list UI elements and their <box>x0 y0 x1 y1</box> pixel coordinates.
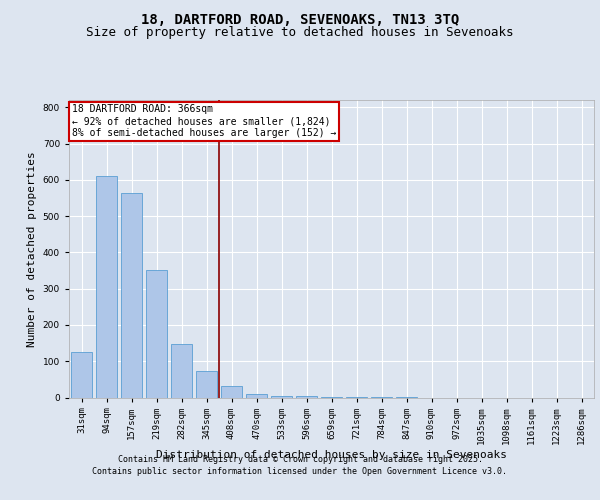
Bar <box>196 371 217 398</box>
Bar <box>321 397 342 398</box>
Bar <box>71 352 92 398</box>
Text: Contains HM Land Registry data © Crown copyright and database right 2025.: Contains HM Land Registry data © Crown c… <box>118 455 482 464</box>
Text: 18, DARTFORD ROAD, SEVENOAKS, TN13 3TQ: 18, DARTFORD ROAD, SEVENOAKS, TN13 3TQ <box>141 12 459 26</box>
Bar <box>96 176 117 398</box>
Bar <box>271 396 292 398</box>
Bar <box>171 344 192 398</box>
Bar <box>246 394 267 398</box>
Bar <box>296 396 317 398</box>
Text: Contains public sector information licensed under the Open Government Licence v3: Contains public sector information licen… <box>92 467 508 476</box>
Text: Size of property relative to detached houses in Sevenoaks: Size of property relative to detached ho… <box>86 26 514 39</box>
Bar <box>221 386 242 398</box>
Bar <box>146 270 167 398</box>
Y-axis label: Number of detached properties: Number of detached properties <box>27 151 37 346</box>
Bar <box>121 192 142 398</box>
Text: 18 DARTFORD ROAD: 366sqm
← 92% of detached houses are smaller (1,824)
8% of semi: 18 DARTFORD ROAD: 366sqm ← 92% of detach… <box>71 104 336 138</box>
X-axis label: Distribution of detached houses by size in Sevenoaks: Distribution of detached houses by size … <box>156 450 507 460</box>
